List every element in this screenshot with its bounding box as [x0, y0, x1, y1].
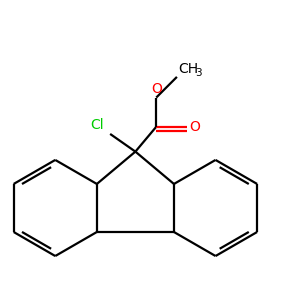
- Text: 3: 3: [195, 68, 201, 77]
- Text: O: O: [190, 120, 201, 134]
- Text: Cl: Cl: [91, 118, 104, 132]
- Text: O: O: [151, 82, 162, 96]
- Text: CH: CH: [178, 61, 199, 76]
